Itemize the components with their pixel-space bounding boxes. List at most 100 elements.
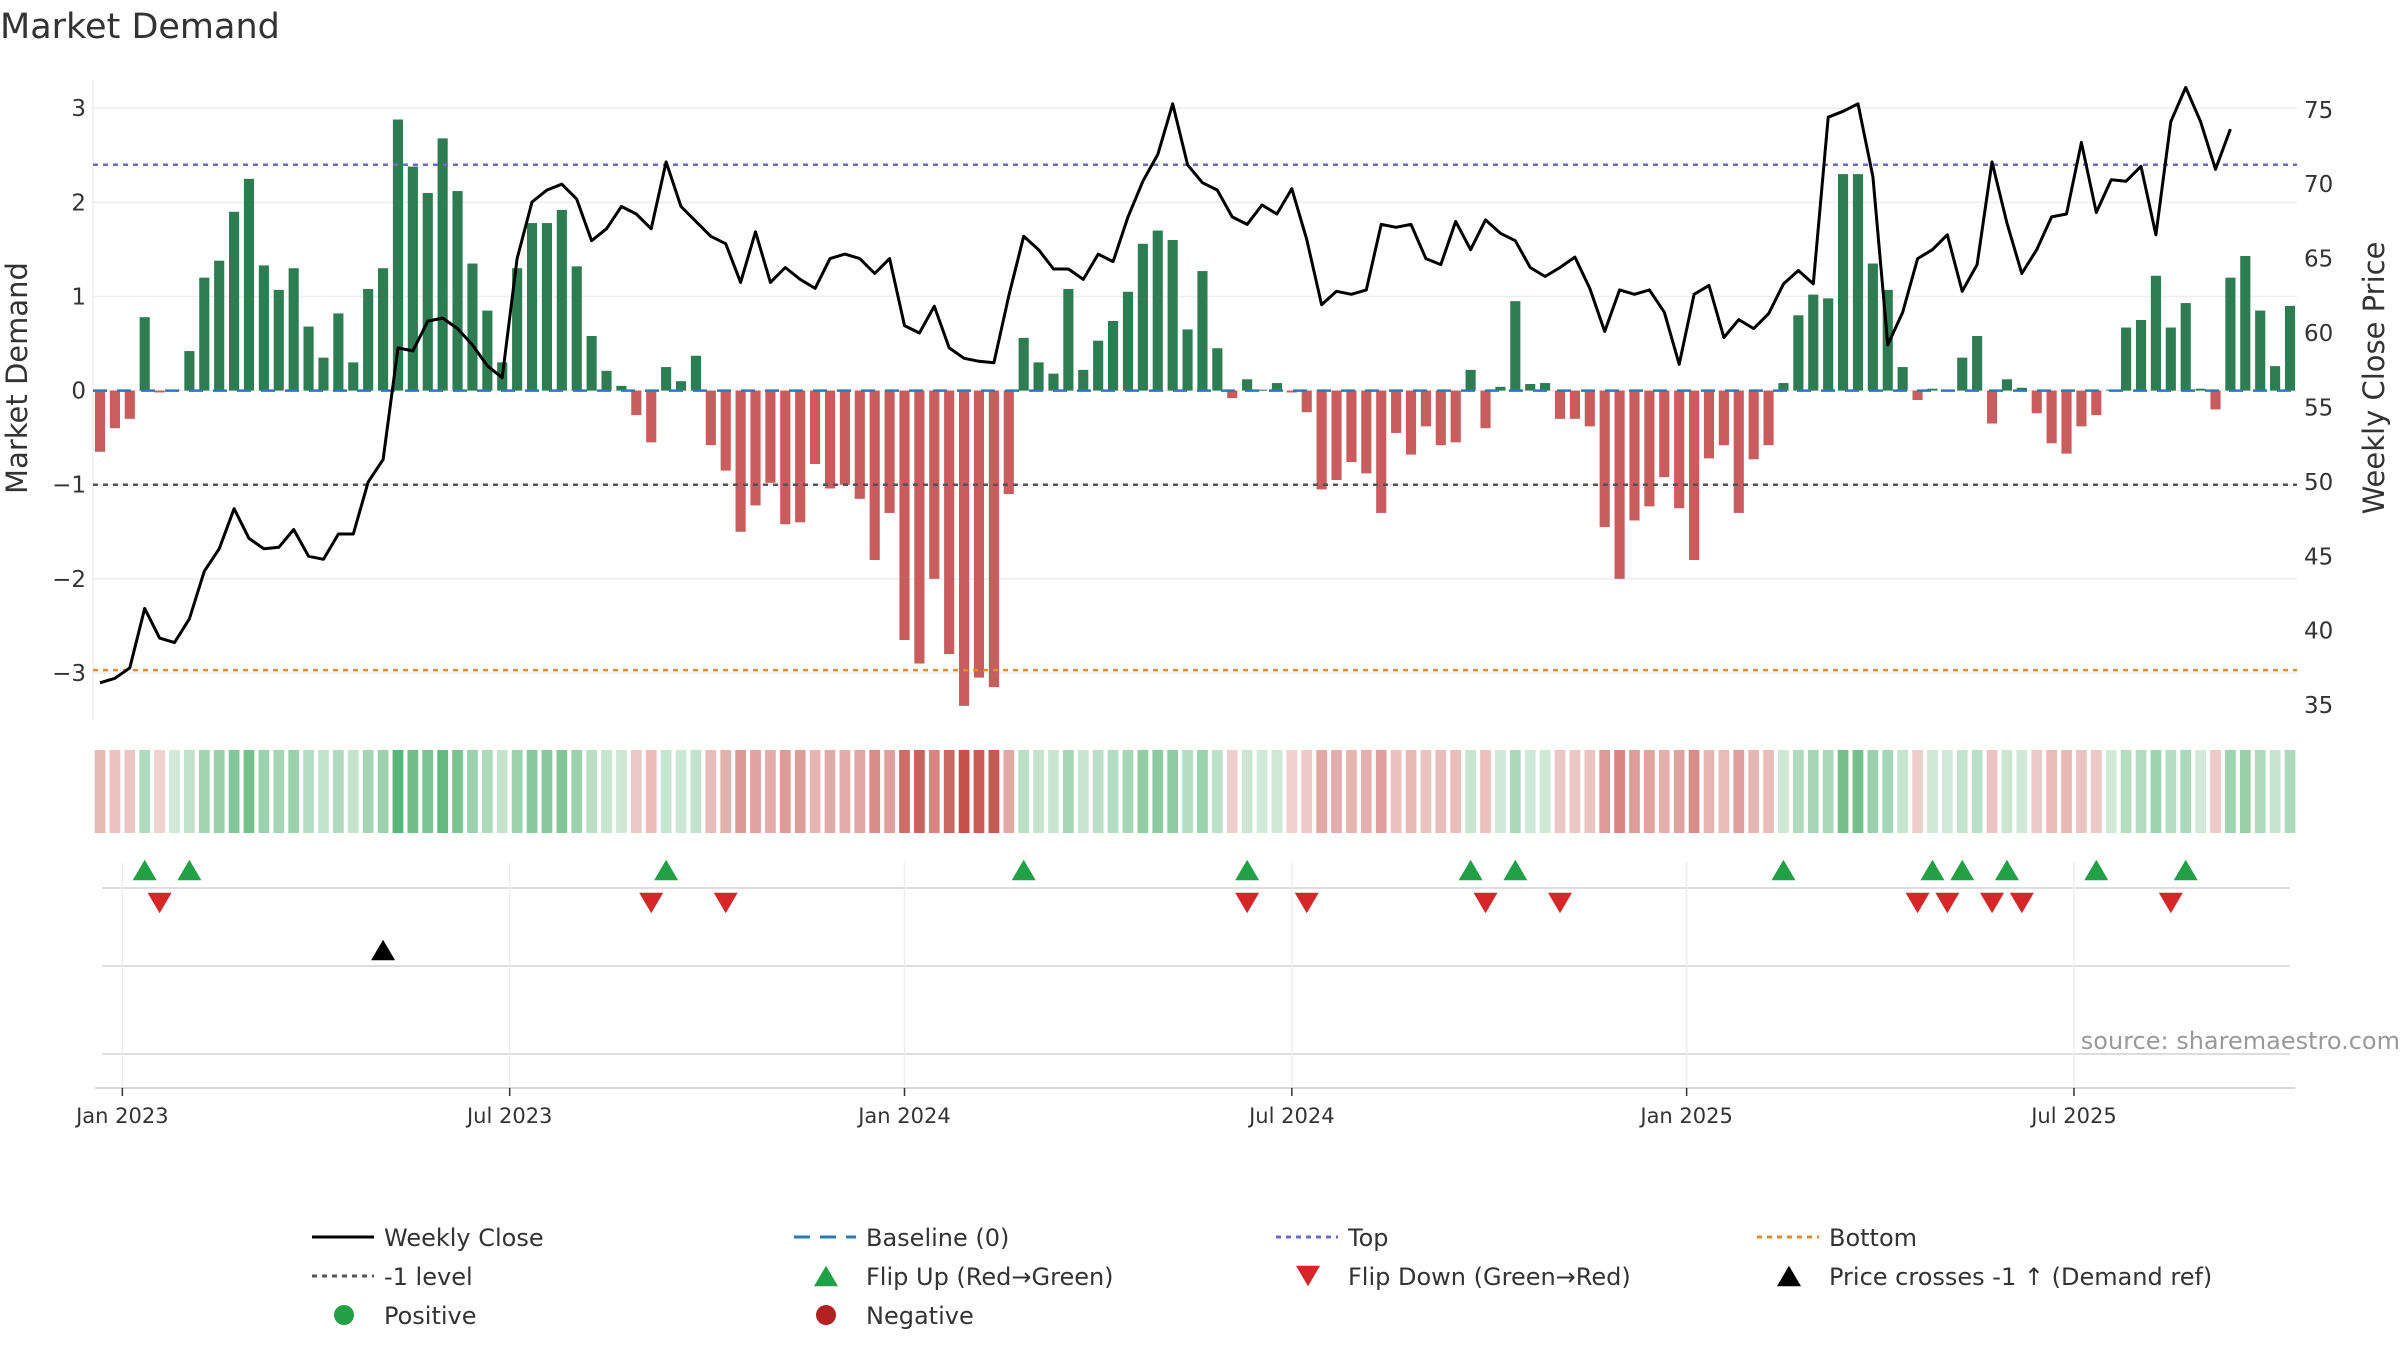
heat-cell	[2016, 750, 2028, 833]
heat-cell	[690, 750, 702, 833]
heat-cell	[333, 750, 344, 833]
flip-down-marker	[1905, 892, 1930, 914]
heat-cell	[660, 750, 672, 833]
demand-bar-positive	[2135, 320, 2147, 391]
demand-bar-positive	[1182, 329, 1193, 391]
heat-cell	[1629, 750, 1640, 833]
flip-up-marker	[1503, 859, 1528, 881]
demand-bar-positive	[422, 192, 433, 391]
heat-cell	[407, 750, 419, 833]
left-tick-label: 2	[71, 190, 86, 216]
demand-bar-positive	[2270, 366, 2281, 391]
legend-item: Top	[1276, 1224, 1389, 1252]
heat-cell	[630, 750, 642, 833]
heat-cell	[1122, 750, 1134, 833]
heat-cell	[1063, 750, 1074, 833]
legend-label: Weekly Close	[384, 1224, 544, 1252]
heat-cell	[392, 750, 404, 833]
heat-cell	[556, 750, 568, 833]
demand-bar-positive	[348, 362, 359, 391]
demand-bar-negative	[1346, 390, 1357, 463]
demand-bar-positive	[1033, 362, 1044, 391]
demand-bar-negative	[1674, 390, 1685, 509]
demand-bar-negative	[1986, 390, 1998, 424]
flip-up-marker	[132, 859, 157, 881]
heat-cell	[481, 750, 493, 833]
heat-cell	[1256, 750, 1268, 833]
demand-bar-positive	[675, 381, 687, 391]
heat-cell	[541, 750, 553, 833]
demand-bar-negative	[2061, 390, 2072, 454]
demand-bar-positive	[1465, 369, 1476, 391]
demand-bar-positive	[1495, 386, 1506, 391]
heat-cell	[496, 750, 508, 833]
demand-bar-positive	[2016, 387, 2027, 391]
demand-bar-positive	[1867, 263, 1878, 391]
demand-bar-negative	[1480, 390, 1491, 429]
heat-cell	[1867, 750, 1879, 833]
demand-bar-positive	[1063, 288, 1074, 391]
heat-cell	[1614, 750, 1625, 833]
demand-bar-negative	[988, 390, 999, 688]
demand-bar-negative	[1450, 390, 1461, 443]
heat-cell	[839, 750, 851, 833]
heat-cell	[765, 750, 776, 833]
flip-up-markers	[132, 859, 2198, 881]
left-tick-label: −1	[52, 473, 86, 499]
heat-cell	[303, 750, 314, 833]
source-credit: source: sharemaestro.com	[2081, 1027, 2400, 1055]
demand-bar-positive	[1137, 243, 1148, 391]
demand-bar-negative	[959, 390, 970, 706]
heat-cell	[1197, 750, 1208, 833]
demand-bar-negative	[1435, 390, 1446, 446]
demand-bar-positive	[258, 265, 269, 391]
demand-bar-positive	[1823, 298, 1834, 391]
legend-item: Flip Up (Red→Green)	[814, 1263, 1114, 1291]
heat-cell	[1107, 750, 1119, 833]
heat-cell	[899, 750, 910, 833]
heat-cell	[2225, 750, 2236, 833]
legend-swatch	[814, 1265, 838, 1287]
heat-cell	[1301, 750, 1313, 833]
heat-cell	[139, 750, 151, 833]
heat-cell	[2195, 750, 2206, 833]
heat-cell	[2120, 750, 2132, 833]
heat-cell	[452, 750, 463, 833]
heat-cell	[1807, 750, 1819, 833]
legend-label: Flip Up (Red→Green)	[866, 1263, 1114, 1291]
demand-bar-positive	[1048, 373, 1059, 391]
demand-bar-positive	[1018, 337, 1029, 391]
heat-cell	[720, 750, 732, 833]
heat-cell	[1435, 750, 1447, 833]
flip-down-marker	[713, 892, 738, 914]
flip-up-marker	[1771, 859, 1796, 881]
demand-bar-negative	[1227, 390, 1238, 399]
heat-cell	[124, 750, 136, 833]
heat-cell	[1316, 750, 1327, 833]
heat-cell	[1584, 750, 1596, 833]
demand-bar-negative	[1376, 390, 1387, 513]
demand-bar-negative	[705, 390, 716, 446]
flip-up-marker	[654, 859, 679, 881]
right-tick-label: 35	[2304, 693, 2333, 719]
demand-bar-positive	[690, 355, 701, 391]
demand-bar-positive	[1197, 271, 1208, 391]
legend-label: Top	[1347, 1224, 1389, 1252]
demand-bar-negative	[1584, 390, 1595, 427]
heat-cell	[1733, 750, 1745, 833]
heat-cell	[1137, 750, 1149, 833]
legend-label: -1 level	[384, 1263, 473, 1291]
demand-bar-positive	[1122, 291, 1134, 391]
demand-bar-negative	[109, 390, 120, 429]
flip-down-marker	[2158, 892, 2183, 914]
heat-cell	[2269, 750, 2281, 833]
demand-bar-negative	[1569, 390, 1580, 419]
event-markers-panel: Jan 2023 Jul 2023 Jan 2024 Jul 2024 Jan 2025…	[74, 859, 2400, 1128]
demand-bar-negative	[750, 390, 761, 506]
flip-up-marker	[1235, 859, 1260, 881]
demand-bar-negative	[765, 390, 776, 483]
demand-bar-positive	[2150, 275, 2161, 391]
legend-item: Price crosses -1 ↑ (Demand ref)	[1777, 1263, 2212, 1291]
demand-bar-positive	[2195, 388, 2206, 391]
heat-cell	[1420, 750, 1432, 833]
